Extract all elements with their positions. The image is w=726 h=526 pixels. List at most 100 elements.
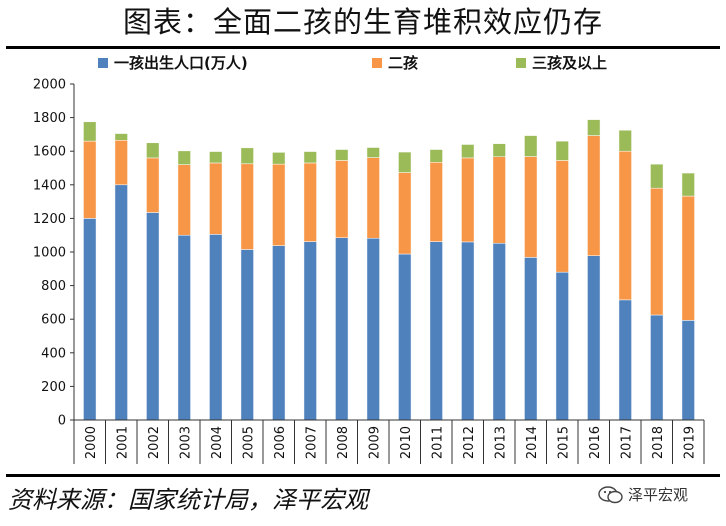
bar-third-plus-2004 <box>209 151 223 164</box>
bar-third-plus-2014 <box>524 135 538 157</box>
bar-third-plus-2019 <box>681 172 695 197</box>
bar-third-plus-2016 <box>587 119 601 136</box>
x-tick-label: 2016 <box>588 426 603 459</box>
x-tick-label: 2011 <box>430 426 445 459</box>
bar-first-child-2012 <box>461 241 475 421</box>
y-tick-label: 400 <box>41 346 66 361</box>
bar-third-plus-2008 <box>335 149 349 161</box>
bar-first-child-2001 <box>114 184 128 421</box>
x-tick-label: 2015 <box>556 426 571 459</box>
y-tick-label: 800 <box>41 279 66 294</box>
chart-title: 图表：全面二孩的生育堆积效应仍存 <box>122 5 603 39</box>
x-tick-label: 2013 <box>493 426 508 459</box>
bar-second-child-2001 <box>114 140 128 186</box>
bar-first-child-2004 <box>209 234 223 421</box>
bar-second-child-2008 <box>335 160 349 238</box>
y-tick-label: 200 <box>41 380 66 395</box>
bar-third-plus-2000 <box>83 121 97 142</box>
stacked-bar-chart: 一孩出生人口(万人) 二孩 三孩及以上 0 200 400 600 800 1000 1200 1… <box>33 54 705 464</box>
bar-first-child-2014 <box>524 257 538 421</box>
bar-third-plus-2011 <box>429 149 443 163</box>
x-tick-label: 2009 <box>367 426 382 459</box>
y-axis: 0 200 400 600 800 1000 1200 1400 1600 1800 2000 <box>33 78 75 429</box>
bar-second-child-2010 <box>398 172 412 255</box>
x-tick-label: 2001 <box>115 426 130 459</box>
legend-swatch <box>98 58 108 68</box>
bar-first-child-2000 <box>83 218 97 421</box>
x-tick-label: 2018 <box>651 426 666 459</box>
bar-third-plus-2009 <box>366 147 380 158</box>
bar-first-child-2015 <box>555 271 569 421</box>
legend-swatch <box>372 58 382 68</box>
bar-first-child-2011 <box>429 241 443 421</box>
bar-second-child-2000 <box>83 140 97 219</box>
bar-first-child-2003 <box>177 234 191 421</box>
y-tick-label: 600 <box>41 313 66 328</box>
x-tick-label: 2002 <box>147 426 162 459</box>
bar-first-child-2017 <box>618 299 632 421</box>
x-tick-label: 2012 <box>462 426 477 459</box>
bar-first-child-2007 <box>303 241 317 421</box>
bar-first-child-2019 <box>681 320 695 421</box>
bar-first-child-2013 <box>492 243 506 421</box>
bar-third-plus-2010 <box>398 151 412 173</box>
legend: 一孩出生人口(万人) 二孩 三孩及以上 <box>98 54 607 72</box>
watermark: 泽平宏观 <box>598 484 688 505</box>
bar-third-plus-2013 <box>492 143 506 157</box>
x-tick-label: 2017 <box>619 426 634 459</box>
bar-second-child-2016 <box>587 135 601 256</box>
bar-second-child-2012 <box>461 157 475 243</box>
y-tick-label: 1200 <box>33 212 66 227</box>
bar-first-child-2002 <box>146 212 160 421</box>
bar-second-child-2019 <box>681 195 695 321</box>
y-tick-label: 1800 <box>33 111 66 126</box>
x-tick-label: 2008 <box>336 426 351 459</box>
x-tick-label: 2007 <box>304 426 319 459</box>
bar-third-plus-2001 <box>114 133 128 141</box>
bar-first-child-2009 <box>366 237 380 421</box>
x-tick-label: 2004 <box>210 426 225 459</box>
x-tick-label: 2010 <box>399 426 414 459</box>
bar-second-child-2011 <box>429 162 443 242</box>
x-tick-label: 2006 <box>273 426 288 459</box>
bars <box>83 119 695 421</box>
bar-second-child-2007 <box>303 162 317 242</box>
bar-third-plus-2012 <box>461 144 475 159</box>
x-tick-label: 2019 <box>682 426 697 459</box>
bar-first-child-2005 <box>240 249 254 421</box>
bar-second-child-2005 <box>240 163 254 250</box>
title-divider <box>6 46 720 49</box>
y-tick-label: 1600 <box>33 145 66 160</box>
bar-third-plus-2007 <box>303 151 317 164</box>
bar-first-child-2018 <box>650 314 664 421</box>
x-tick-label: 2014 <box>525 426 540 459</box>
bar-second-child-2006 <box>272 163 286 246</box>
bar-second-child-2018 <box>650 187 664 316</box>
bar-second-child-2003 <box>177 164 191 236</box>
legend-label: 三孩及以上 <box>532 54 607 72</box>
source-divider <box>6 474 720 477</box>
x-tick-label: 2003 <box>178 426 193 459</box>
bar-second-child-2014 <box>524 156 538 258</box>
bar-third-plus-2017 <box>618 129 632 152</box>
bar-third-plus-2018 <box>650 163 664 189</box>
bar-first-child-2008 <box>335 237 349 421</box>
bar-third-plus-2002 <box>146 142 160 159</box>
wechat-icon <box>598 485 623 503</box>
bar-second-child-2009 <box>366 157 380 239</box>
y-tick-label: 1400 <box>33 178 66 193</box>
source-note: 资料来源：国家统计局，泽平宏观 <box>8 486 368 514</box>
legend-swatch <box>516 58 526 68</box>
x-tick-label: 2000 <box>84 426 99 459</box>
legend-label: 二孩 <box>388 54 418 72</box>
watermark-text: 泽平宏观 <box>628 486 689 504</box>
bar-second-child-2002 <box>146 157 160 213</box>
y-tick-label: 2000 <box>33 78 66 93</box>
bar-second-child-2015 <box>555 160 569 273</box>
bar-first-child-2016 <box>587 255 601 421</box>
y-tick-label: 0 <box>58 414 66 429</box>
bar-second-child-2013 <box>492 156 506 244</box>
y-tick-label: 1000 <box>33 246 66 261</box>
bar-third-plus-2015 <box>555 140 569 161</box>
bar-second-child-2004 <box>209 162 223 235</box>
